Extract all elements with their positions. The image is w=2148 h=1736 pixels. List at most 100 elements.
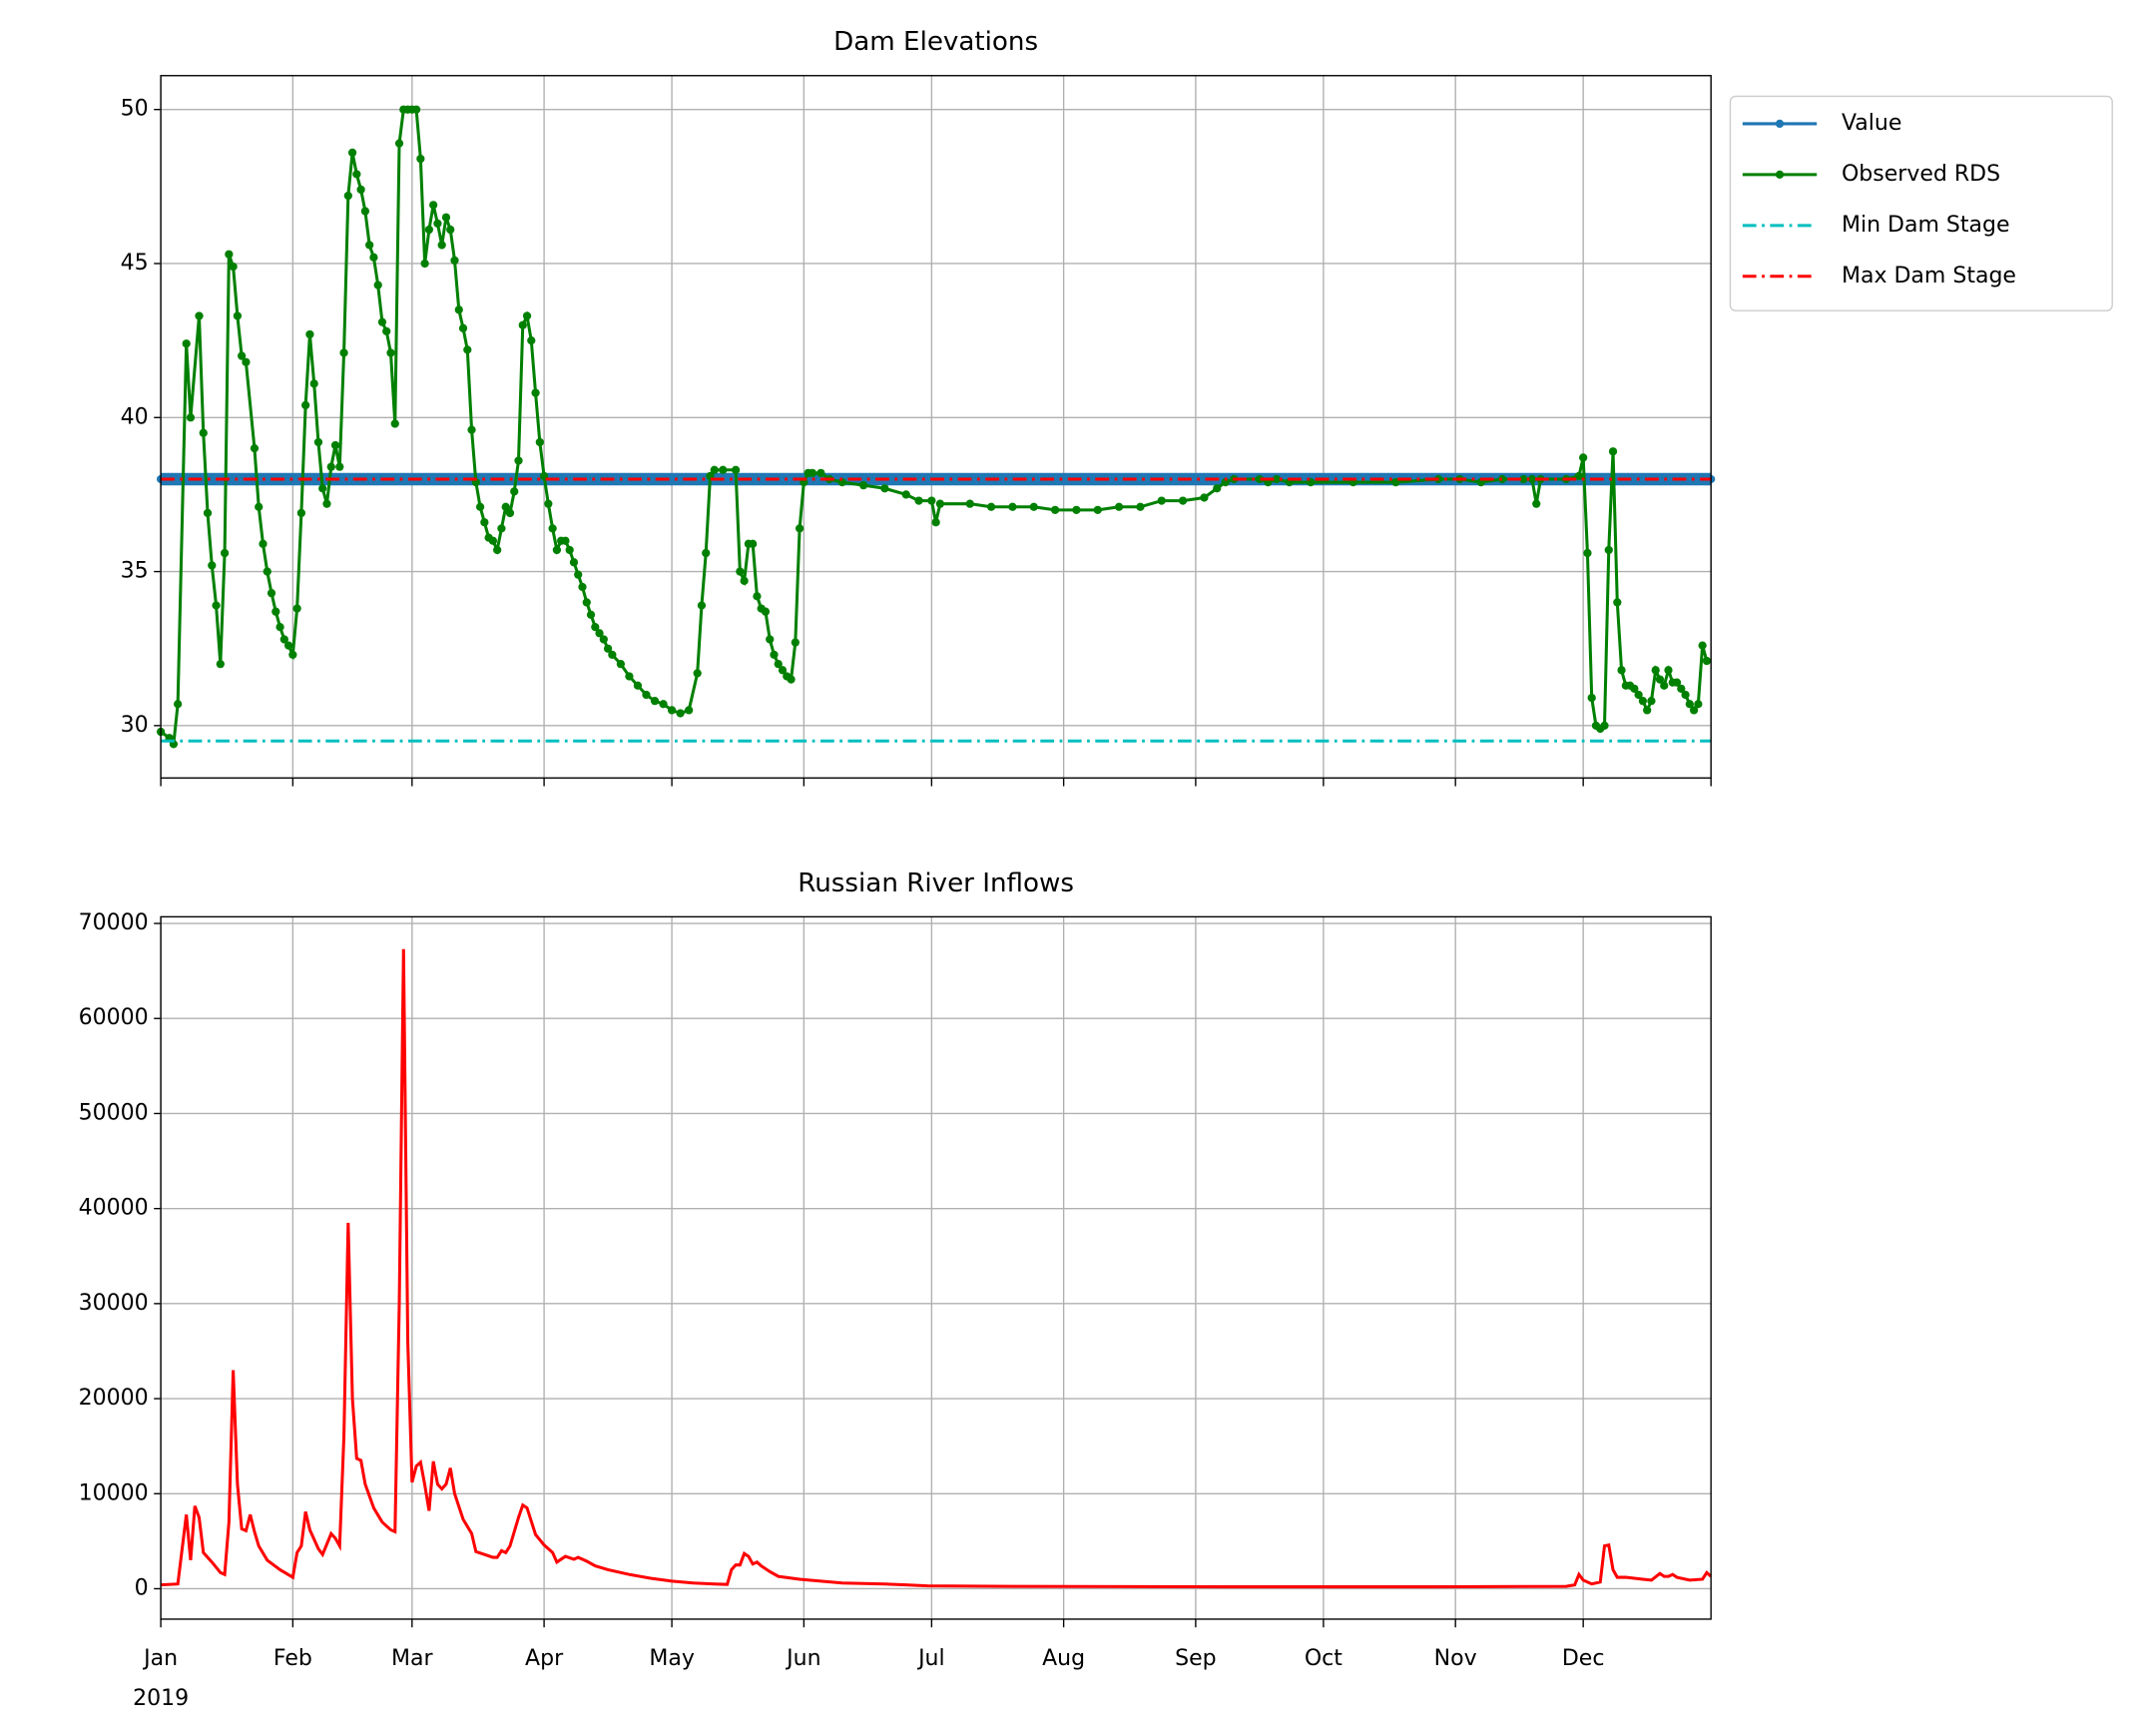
series-marker <box>216 660 225 669</box>
series-marker <box>616 660 626 669</box>
series-marker <box>1647 697 1656 706</box>
series-marker <box>595 629 604 638</box>
series-marker <box>1255 474 1265 484</box>
series-marker <box>1532 499 1541 508</box>
series-marker <box>927 496 936 505</box>
series-marker <box>574 570 583 579</box>
series-marker <box>416 154 425 164</box>
series-marker <box>633 681 643 690</box>
series-marker <box>1136 502 1145 511</box>
series-marker <box>795 524 805 533</box>
series-marker <box>535 437 544 447</box>
series-marker <box>1050 505 1060 514</box>
series-marker <box>1527 474 1537 484</box>
x-tick-label: Oct <box>1305 1646 1342 1671</box>
series-marker <box>774 660 783 669</box>
series-marker <box>238 351 247 360</box>
y-tick-label: 30 <box>121 713 149 738</box>
series-marker <box>242 357 251 366</box>
series-marker <box>667 706 677 715</box>
series-marker <box>531 388 540 397</box>
series-marker <box>450 256 459 266</box>
series-marker <box>544 499 553 508</box>
series-marker <box>761 607 771 616</box>
series-marker <box>352 170 361 179</box>
series-marker <box>770 650 779 660</box>
series-marker <box>424 225 434 235</box>
series-marker <box>1157 496 1166 505</box>
series-marker <box>259 539 268 548</box>
series-marker <box>740 576 749 585</box>
series-marker <box>693 669 702 678</box>
series-marker <box>225 250 234 259</box>
axes-frame <box>160 75 1712 780</box>
series-marker <box>343 191 352 201</box>
series-marker <box>339 348 348 357</box>
legend-label: Max Dam Stage <box>1842 264 2016 289</box>
series-marker <box>527 336 536 345</box>
series-marker <box>697 601 707 610</box>
series-marker <box>493 545 502 555</box>
series-marker <box>1221 477 1230 487</box>
x-tick-label: Jun <box>785 1646 820 1671</box>
series-marker <box>275 622 284 632</box>
series-marker <box>1655 675 1665 684</box>
series-marker <box>659 700 668 709</box>
series-marker <box>931 518 940 527</box>
series-marker <box>736 567 745 576</box>
series-marker <box>1587 693 1596 703</box>
x-tick-label: Mar <box>391 1646 433 1671</box>
x-tick-label: Jan <box>142 1646 178 1671</box>
series-marker <box>203 508 213 518</box>
y-tick-label: 50 <box>121 97 149 122</box>
x-tick-label: Feb <box>273 1646 312 1671</box>
series-marker <box>330 440 340 450</box>
series-marker <box>335 462 344 471</box>
series-marker <box>582 598 591 607</box>
series-marker <box>1579 453 1588 462</box>
series-marker <box>901 490 910 499</box>
series-marker <box>1685 700 1694 709</box>
y-tick-label: 30000 <box>79 1291 149 1316</box>
series-marker <box>578 582 587 592</box>
series-marker <box>816 468 825 477</box>
series-marker <box>429 201 438 210</box>
series-marker <box>229 262 238 272</box>
series-marker <box>603 644 613 653</box>
series-marker <box>1664 666 1673 675</box>
chart-title: Dam Elevations <box>833 27 1038 57</box>
legend-marker <box>1775 119 1785 129</box>
series-marker <box>386 348 395 357</box>
series-marker <box>514 456 523 465</box>
series-marker <box>1613 598 1622 607</box>
series-marker <box>766 635 775 644</box>
x-tick-label: Aug <box>1042 1646 1085 1671</box>
series-marker <box>1574 471 1584 481</box>
x-tick-label: Apr <box>525 1646 564 1671</box>
series-marker <box>263 567 271 576</box>
series-marker <box>608 650 617 660</box>
series-marker <box>279 635 288 644</box>
series-marker <box>255 502 264 511</box>
series-marker <box>1029 502 1038 511</box>
series-marker <box>965 499 974 508</box>
series-marker <box>1643 706 1652 715</box>
series-marker <box>233 311 243 320</box>
series-marker <box>220 548 230 558</box>
y-tick-label: 45 <box>121 251 149 276</box>
series-marker <box>569 558 579 567</box>
legend-label: Min Dam Stage <box>1842 213 2010 238</box>
series-marker <box>318 484 327 493</box>
series-marker <box>1638 697 1648 706</box>
series-marker <box>561 536 570 545</box>
y-tick-label: 0 <box>135 1575 149 1600</box>
series-marker <box>1634 690 1643 700</box>
series-marker <box>787 675 796 684</box>
series-marker <box>1519 474 1528 484</box>
series-marker <box>195 311 204 320</box>
x-tick-label: Dec <box>1562 1646 1605 1671</box>
series-marker <box>1689 706 1699 715</box>
y-tick-label: 35 <box>121 559 149 584</box>
series-marker <box>322 499 331 508</box>
